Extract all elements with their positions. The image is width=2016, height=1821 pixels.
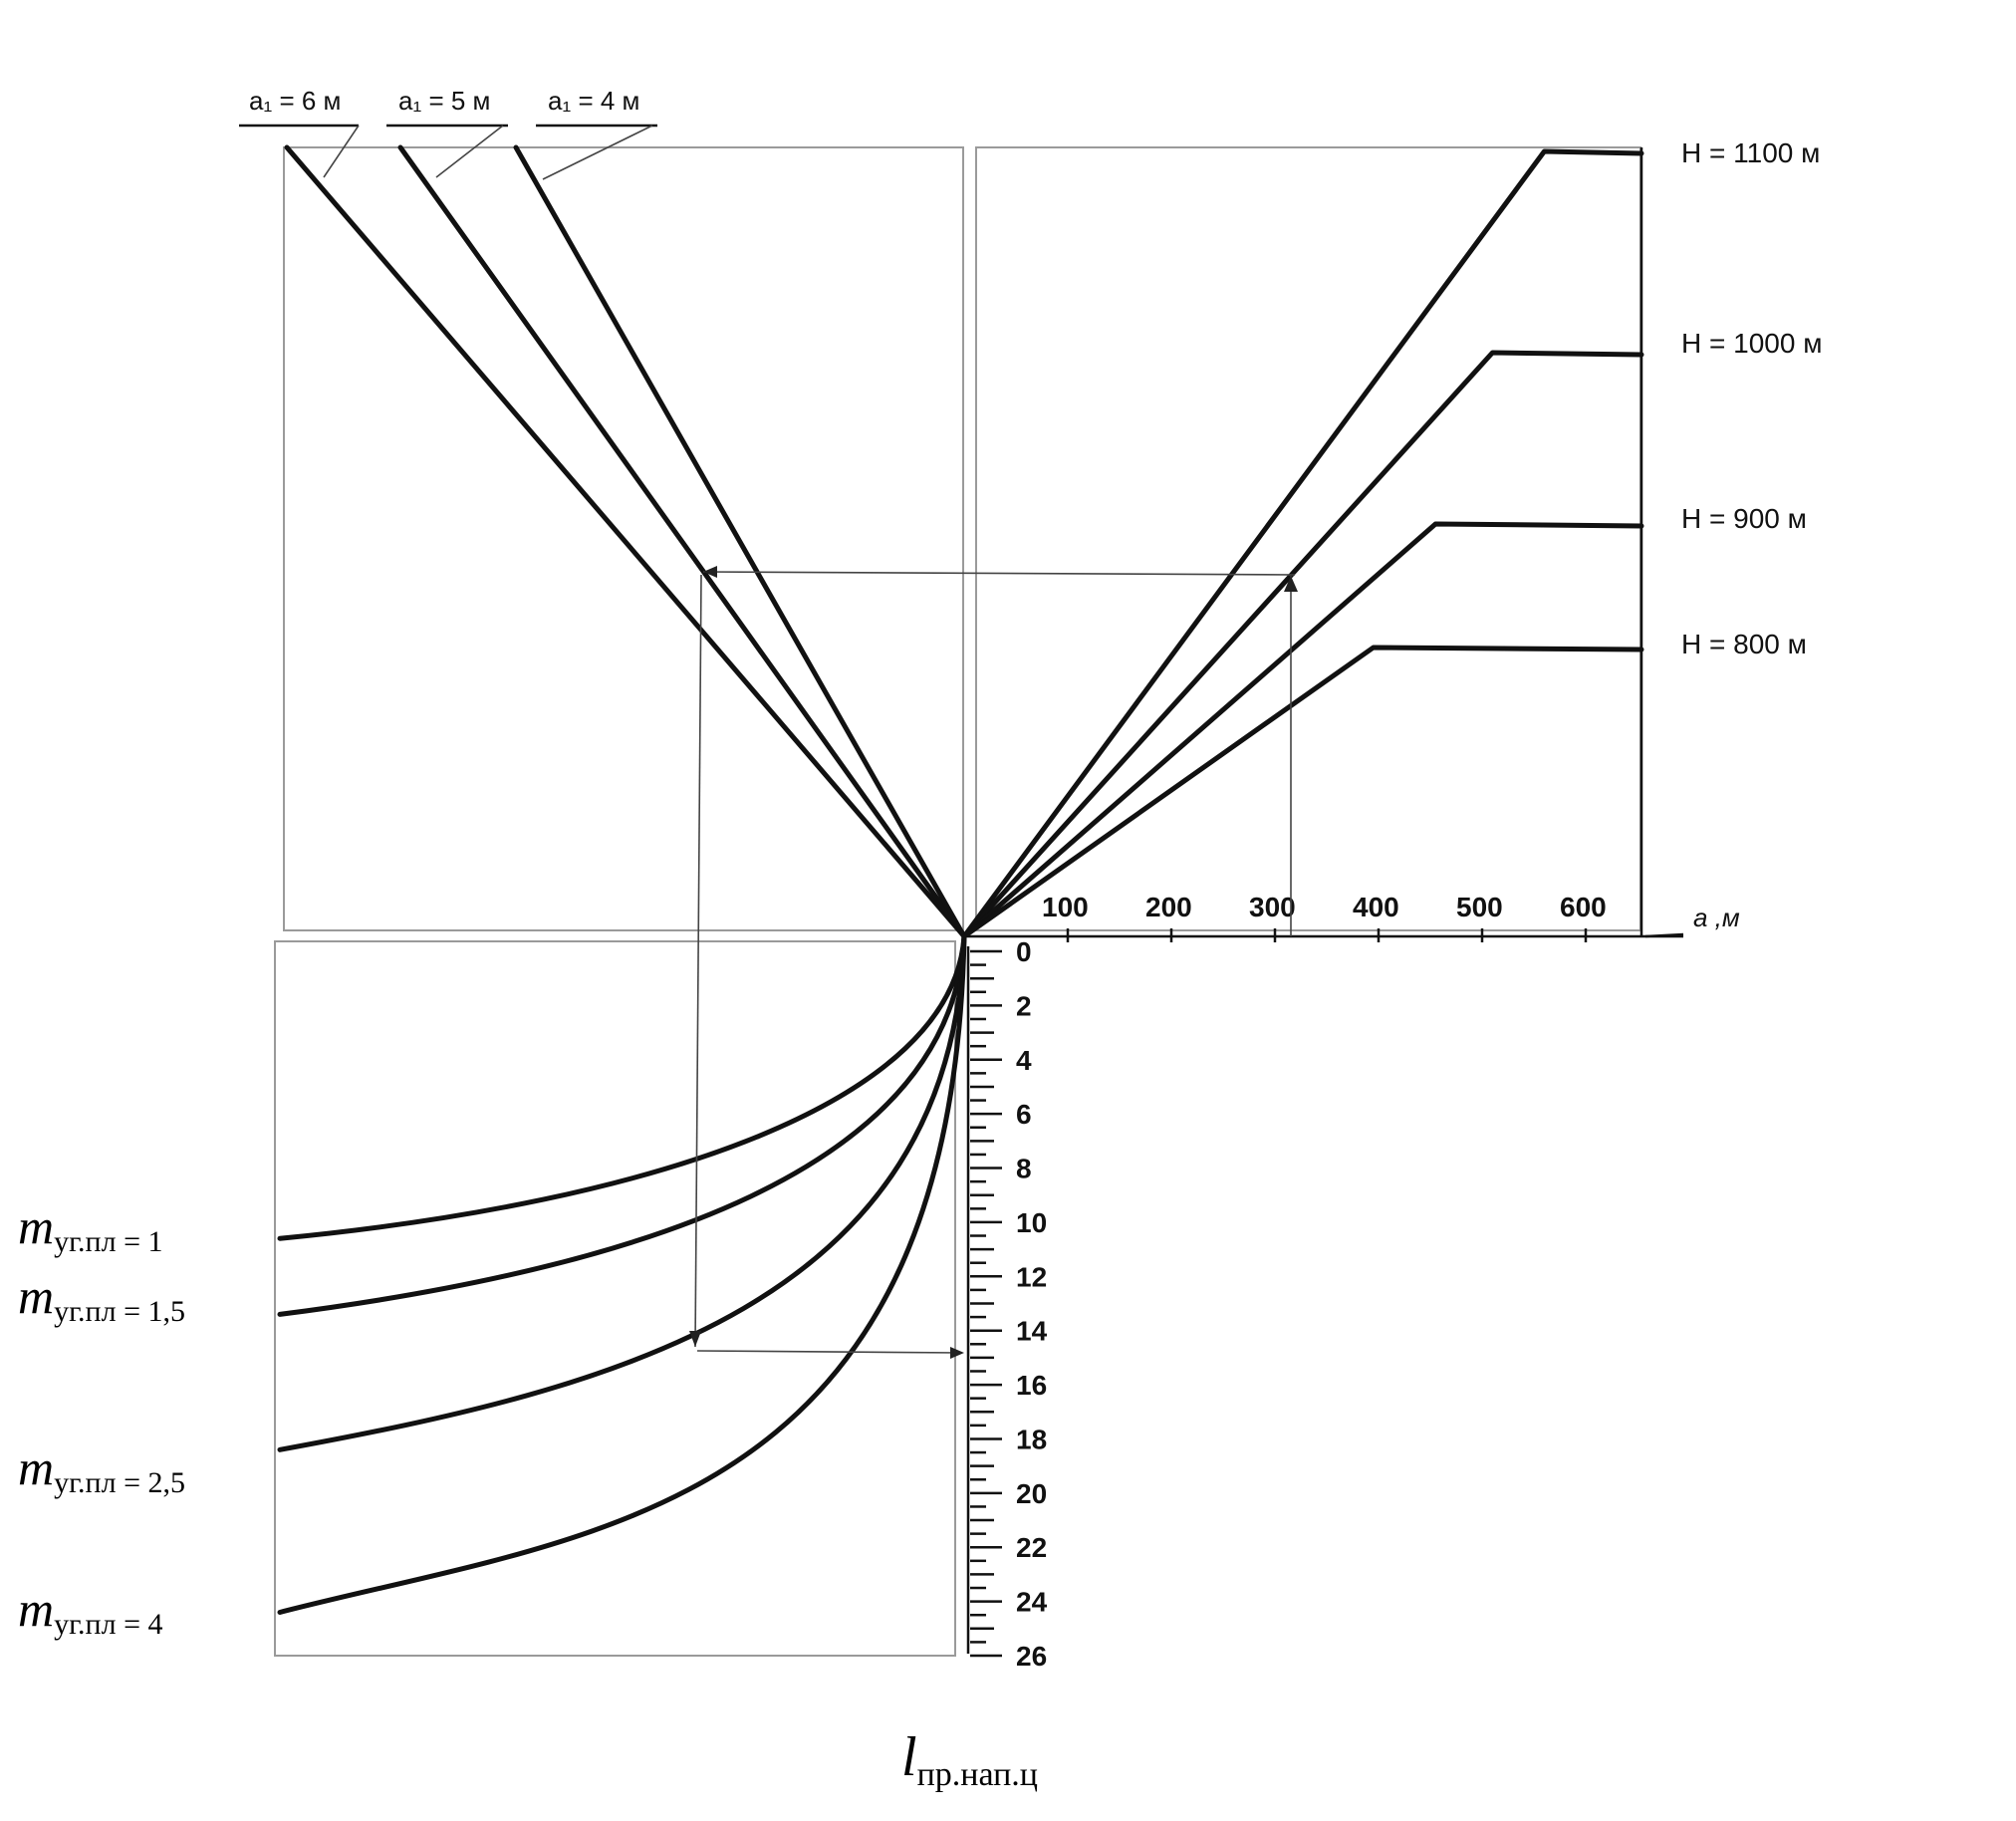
a1-label-6: a₁ = 6 м	[249, 86, 341, 116]
l-axis-tick-label: 4	[1016, 1045, 1032, 1076]
a1-label-5: a₁ = 5 м	[398, 86, 490, 116]
l-axis-tick-label: 26	[1016, 1641, 1047, 1672]
a1-line	[513, 144, 967, 939]
m-label-2-5: mуг.пл = 2,5	[18, 1439, 185, 1499]
m-label-1-main: m	[18, 1198, 54, 1254]
l-axis-tick-label: 24	[1016, 1587, 1048, 1618]
m-curve	[277, 933, 967, 1241]
l-axis-label: lпр.нап.ц	[901, 1726, 1038, 1793]
a1-leader-6	[323, 125, 360, 178]
h-line	[961, 350, 1644, 939]
a-axis-tick-label: 200	[1145, 892, 1192, 922]
h-label-900: H = 900 м	[1681, 503, 1807, 534]
m-label-1-5-main: m	[18, 1268, 54, 1324]
a-axis-tick-label: 100	[1042, 892, 1089, 922]
guide-arrow-left	[703, 566, 717, 578]
m-labels: mуг.пл = 1 mуг.пл = 1,5 mуг.пл = 2,5 mуг…	[18, 1198, 185, 1641]
l-axis-tick-label: 10	[1016, 1207, 1047, 1238]
a-axis-ticks: 100 200 300 400 500 600	[1042, 892, 1607, 942]
a1-leader-4	[542, 125, 653, 180]
h-line	[961, 521, 1644, 939]
a1-line	[284, 144, 967, 939]
a-axis-label: a ,м	[1693, 903, 1740, 932]
l-axis-tick-label: 16	[1016, 1370, 1047, 1401]
m-label-4: mуг.пл = 4	[18, 1581, 162, 1641]
m-label-4-main: m	[18, 1581, 54, 1637]
a1-leader-5	[435, 125, 504, 178]
a-axis-tick-label: 600	[1560, 892, 1607, 922]
l-axis-tick-label: 14	[1016, 1316, 1048, 1347]
l-axis-tick-label: 22	[1016, 1532, 1047, 1563]
a-axis-tick-label: 300	[1249, 892, 1296, 922]
m-curve	[277, 933, 967, 1615]
l-axis-tick-label: 12	[1016, 1261, 1047, 1292]
m-label-1-5-value: = 1,5	[117, 1295, 185, 1328]
bottom-left-frame	[274, 940, 956, 1657]
m-label-2-5-sub: уг.пл	[54, 1466, 116, 1499]
m-curve	[277, 933, 967, 1317]
example-guide	[689, 566, 1298, 1359]
l-axis-tick-label: 18	[1016, 1424, 1047, 1454]
l-axis-label-sub: пр.нап.ц	[917, 1756, 1038, 1793]
h-line	[961, 645, 1644, 939]
guide-horizontal-top	[702, 571, 1296, 576]
m-label-1-5-sub: уг.пл	[54, 1295, 116, 1328]
m-label-1-sub: уг.пл	[54, 1225, 116, 1258]
m-series-curves	[277, 933, 967, 1615]
l-axis-tick-label: 2	[1016, 990, 1032, 1021]
m-label-2-5-main: m	[18, 1439, 54, 1495]
a1-label-4: a₁ = 4 м	[548, 86, 639, 116]
guide-arrow-up	[1284, 576, 1298, 592]
m-label-4-sub: уг.пл	[54, 1608, 116, 1641]
m-label-2-5-value: = 2,5	[117, 1466, 185, 1499]
guide-horizontal-bottom	[696, 1350, 963, 1354]
h-series-lines	[961, 148, 1644, 939]
l-axis-tick-label: 0	[1016, 936, 1032, 967]
guide-arrow-down	[689, 1331, 701, 1347]
a1-labels: a₁ = 6 м a₁ = 5 м a₁ = 4 м	[239, 86, 657, 180]
a1-line	[397, 144, 967, 939]
l-axis-tick-label: 8	[1016, 1154, 1032, 1184]
h-line	[961, 148, 1644, 939]
axes: 100 200 300 400 500 600 024681012141618202224…	[964, 147, 1684, 1672]
m-label-1-5: mуг.пл = 1,5	[18, 1268, 185, 1328]
h-label-1000: H = 1000 м	[1681, 328, 1822, 359]
l-axis-tick-label: 6	[1016, 1099, 1032, 1130]
m-curve	[277, 933, 967, 1452]
a-axis-end-stub	[1644, 932, 1684, 938]
a1-series-lines	[284, 144, 967, 939]
l-axis-tick-label: 20	[1016, 1478, 1047, 1509]
m-label-1: mуг.пл = 1	[18, 1198, 162, 1258]
l-axis-label-main: l	[901, 1726, 917, 1788]
top-left-frame	[283, 146, 964, 931]
m-label-1-value: = 1	[117, 1225, 163, 1258]
a-axis-tick-label: 500	[1456, 892, 1503, 922]
h-label-800: H = 800 м	[1681, 629, 1807, 659]
m-label-4-value: = 4	[117, 1608, 163, 1641]
guide-vertical-down	[694, 574, 702, 1348]
guide-arrow-right	[950, 1347, 964, 1359]
h-label-1100: H = 1100 м	[1681, 137, 1820, 168]
a-axis-tick-label: 400	[1353, 892, 1399, 922]
h-labels: H = 1100 м H = 1000 м H = 900 м H = 800 …	[1681, 137, 1822, 659]
